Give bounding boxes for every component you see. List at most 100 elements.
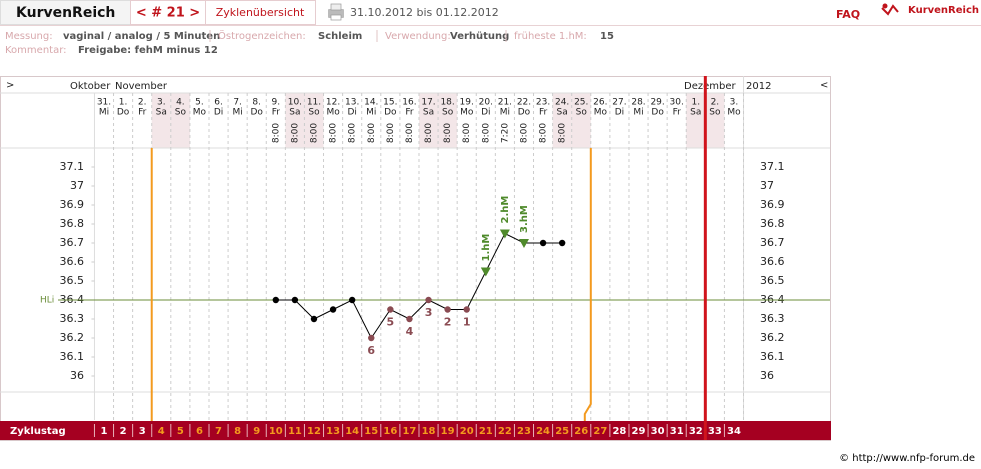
weekday-label: Fr — [138, 108, 147, 118]
time-label: 8:00 — [481, 123, 491, 143]
time-label: 8:00 — [539, 123, 549, 143]
info-value: Verhütung — [450, 31, 509, 42]
date-label: 2. — [138, 98, 147, 108]
time-label: 8:00 — [519, 123, 529, 143]
time-label: 8:00 — [367, 123, 377, 143]
weekday-label: Mi — [500, 108, 510, 118]
cycle-day: 12 — [307, 426, 321, 437]
weekend-shade — [686, 93, 706, 148]
weekday-label: Do — [251, 108, 264, 118]
cycle-day: 20 — [460, 426, 474, 437]
date-label: 16. — [402, 98, 416, 108]
date-label: 21. — [498, 98, 512, 108]
date-label: 9. — [272, 98, 281, 108]
cycle-bar — [0, 421, 831, 440]
weekday-label: Di — [615, 108, 624, 118]
weekday-label: Sa — [289, 108, 300, 118]
overview-box — [205, 0, 316, 25]
temperature-point — [272, 296, 280, 304]
weekday-label: Sa — [423, 108, 434, 118]
weekday-label: Mi — [366, 108, 376, 118]
date-label: 1. — [691, 98, 700, 108]
cycle-nav-box — [130, 0, 206, 25]
cover-line-label: HLi — [40, 296, 54, 306]
date-label: 6. — [214, 98, 223, 108]
y-tick-label: 36.2 — [60, 331, 85, 344]
hm-marker — [480, 267, 491, 277]
cycle-day: 14 — [345, 426, 359, 437]
weekend-shade — [705, 93, 725, 148]
weekday-label: So — [709, 108, 721, 118]
hm-label: 1.hM — [481, 234, 492, 262]
info-label: früheste 1.hM: — [514, 31, 587, 42]
cycle-day: 28 — [612, 426, 626, 437]
cycle-bar-label: Zyklustag — [10, 426, 66, 437]
nav-right[interactable]: < — [820, 80, 828, 91]
low-marker — [444, 306, 451, 313]
y-tick-label: 36.3 — [60, 312, 85, 325]
weekday-label: Fr — [405, 108, 414, 118]
overview-link[interactable]: Zyklenübersicht — [216, 6, 305, 19]
cycle-day: 2 — [120, 426, 127, 437]
weekday-label: Di — [481, 108, 490, 118]
low-marker — [463, 306, 470, 313]
y-tick-label-right: 36.1 — [760, 350, 785, 363]
date-label: 19. — [460, 98, 474, 108]
y-tick-label: 36.5 — [60, 274, 85, 287]
low-marker — [425, 296, 432, 304]
cycle-day: 32 — [689, 426, 703, 437]
cycle-day: 24 — [536, 426, 550, 437]
date-label: 10. — [288, 98, 302, 108]
info-label: Östrogenzeichen: — [218, 29, 306, 42]
weekend-shade — [151, 93, 171, 148]
y-tick-label: 37.1 — [60, 160, 85, 173]
hm-label: 3.hM — [519, 205, 530, 233]
temperature-point — [291, 296, 299, 304]
y-tick-label-right: 36.6 — [760, 255, 785, 268]
date-label: 24. — [555, 98, 569, 108]
low-marker — [406, 315, 413, 323]
time-label: 8:00 — [329, 123, 339, 143]
time-label: 7:20 — [500, 123, 510, 143]
date-label: 11. — [307, 98, 321, 108]
y-tick-label-right: 37 — [760, 179, 774, 192]
date-label: 12. — [326, 98, 340, 108]
date-label: 4. — [176, 98, 185, 108]
y-tick-label: 36.8 — [60, 217, 85, 230]
cycle-nav[interactable]: < # 21 > — [136, 6, 200, 21]
cycle-day: 29 — [632, 426, 646, 437]
logo-text[interactable]: KurvenReich — [908, 5, 979, 16]
date-label: 23. — [536, 98, 550, 108]
fertile-end — [583, 148, 592, 421]
cycle-day: 27 — [593, 426, 607, 437]
cycle-day: 6 — [196, 426, 203, 437]
weekend-shade — [285, 93, 305, 148]
date-label: 14. — [364, 98, 378, 108]
faq-link[interactable]: FAQ — [836, 8, 860, 21]
weekday-label: So — [576, 108, 588, 118]
cycle-day: 19 — [441, 426, 455, 437]
y-tick-label-right: 36.8 — [760, 217, 785, 230]
cycle-day: 31 — [670, 426, 684, 437]
logo-icon — [881, 3, 899, 16]
cycle-day: 7 — [215, 426, 222, 437]
y-tick-label: 37 — [70, 179, 84, 192]
weekday-label: Mi — [633, 108, 643, 118]
footer: © http://www.nfp-forum.de — [839, 453, 975, 464]
info-value: Freigabe: fehM minus 12 — [78, 45, 218, 56]
weekday-label: Do — [384, 108, 397, 118]
nav-left[interactable]: > — [6, 80, 14, 91]
y-tick-label-right: 36.5 — [760, 274, 785, 287]
temperature-point — [539, 239, 547, 247]
info-panel: Messung: vaginal / analog / 5 MinutenÖstr… — [5, 29, 614, 56]
printer-icon[interactable] — [328, 3, 344, 21]
y-tick-label: 36.7 — [60, 236, 85, 249]
date-label: 1. — [119, 98, 128, 108]
date-label: 7. — [233, 98, 242, 108]
app-title[interactable]: KurvenReich — [16, 5, 115, 21]
date-label: 2. — [711, 98, 720, 108]
weekday-label: Sa — [690, 108, 701, 118]
weekday-label: Fr — [539, 108, 548, 118]
